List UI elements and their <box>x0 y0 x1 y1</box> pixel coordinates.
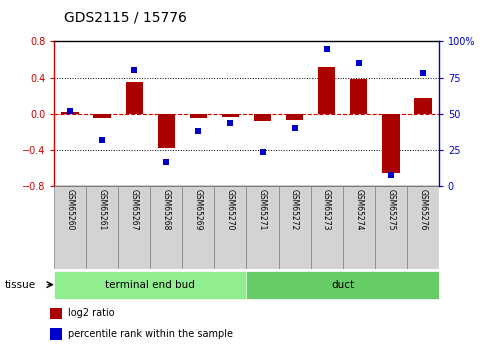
Bar <box>50 328 62 339</box>
Text: terminal end bud: terminal end bud <box>106 280 195 289</box>
Bar <box>414 98 431 114</box>
Bar <box>94 114 111 118</box>
Bar <box>279 186 311 269</box>
Bar <box>407 186 439 269</box>
Text: GSM65270: GSM65270 <box>226 189 235 230</box>
Bar <box>286 114 303 120</box>
Text: GSM65274: GSM65274 <box>354 189 363 230</box>
Bar <box>343 186 375 269</box>
Text: duct: duct <box>331 280 354 289</box>
Text: GSM65272: GSM65272 <box>290 189 299 230</box>
Bar <box>182 186 214 269</box>
Text: log2 ratio: log2 ratio <box>68 308 115 318</box>
Bar <box>54 186 86 269</box>
Bar <box>214 186 246 269</box>
Bar <box>246 186 279 269</box>
Bar <box>126 82 143 114</box>
Text: tissue: tissue <box>5 280 36 289</box>
Text: GDS2115 / 15776: GDS2115 / 15776 <box>64 10 187 24</box>
Text: GSM65273: GSM65273 <box>322 189 331 230</box>
Bar <box>118 186 150 269</box>
Bar <box>150 186 182 269</box>
Bar <box>86 186 118 269</box>
Text: GSM65268: GSM65268 <box>162 189 171 230</box>
Text: percentile rank within the sample: percentile rank within the sample <box>68 329 233 339</box>
Bar <box>222 114 239 117</box>
Bar <box>318 67 335 114</box>
Bar <box>54 270 246 298</box>
Text: GSM65261: GSM65261 <box>98 189 107 230</box>
Text: GSM65267: GSM65267 <box>130 189 139 230</box>
Bar <box>62 112 79 114</box>
Bar <box>375 186 407 269</box>
Bar <box>382 114 399 173</box>
Text: GSM65271: GSM65271 <box>258 189 267 230</box>
Bar <box>254 114 271 121</box>
Bar <box>350 79 367 114</box>
Text: GSM65260: GSM65260 <box>66 189 75 230</box>
Text: GSM65269: GSM65269 <box>194 189 203 230</box>
Text: GSM65275: GSM65275 <box>386 189 395 230</box>
Text: GSM65276: GSM65276 <box>418 189 427 230</box>
Bar <box>158 114 175 148</box>
Bar <box>311 186 343 269</box>
Bar <box>50 308 62 319</box>
Bar <box>190 114 207 118</box>
Bar <box>246 270 439 298</box>
